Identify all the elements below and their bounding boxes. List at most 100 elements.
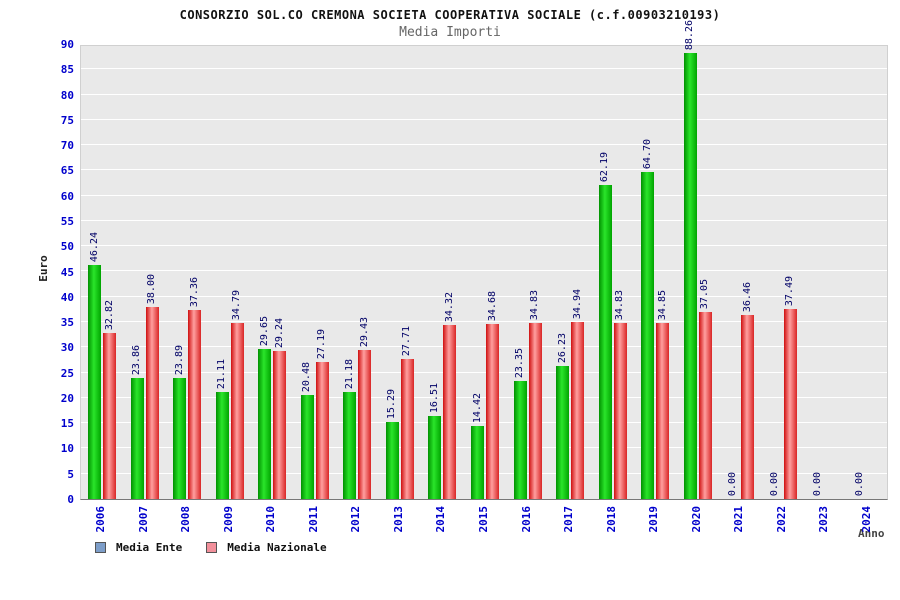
y-tick-label: 30 — [60, 341, 74, 355]
y-tick-label: 20 — [60, 391, 74, 405]
bar-media-nazionale-2011 — [315, 362, 329, 499]
bar-value-label: 0.00 — [726, 471, 738, 496]
bar-media-nazionale-2012 — [358, 350, 372, 499]
y-tick-label: 75 — [60, 113, 74, 127]
y-axis-ticks: 0 5 10 15 20 25 30 35 40 45 50 55 60 65 70 75 80 85 90 — [2, 38, 74, 506]
bar-value-label: 34.83 — [529, 289, 541, 320]
chart-subtitle: Media Importi — [399, 25, 501, 40]
x-tick-label-2013: 2013 — [391, 506, 405, 533]
gridline — [81, 119, 887, 120]
bar-media-ente-2011 — [300, 395, 314, 499]
bar-value-label: 0.00 — [811, 471, 823, 496]
bar-media-nazionale-2020 — [698, 312, 712, 499]
bar-value-label: 62.19 — [599, 151, 611, 182]
y-tick-label: 5 — [67, 467, 74, 481]
bar-value-label: 38.00 — [146, 273, 158, 304]
bar-value-label: 46.24 — [88, 231, 100, 262]
bar-media-nazionale-2008 — [188, 310, 202, 499]
bar-value-label: 23.89 — [173, 344, 185, 375]
y-tick-label: 65 — [60, 164, 74, 178]
x-tick-label-2007: 2007 — [136, 506, 150, 533]
bar-media-ente-2012 — [343, 392, 357, 499]
bar-media-nazionale-2010 — [273, 351, 287, 499]
bar-media-nazionale-2015 — [486, 324, 499, 499]
bar-value-label: 29.24 — [273, 317, 285, 348]
gridline — [81, 220, 887, 221]
y-tick-label: 90 — [60, 38, 74, 51]
bar-media-ente-2010 — [258, 349, 272, 499]
y-tick-label: 70 — [60, 139, 74, 153]
x-tick-label-2020: 2020 — [689, 506, 703, 533]
bar-value-label: 23.35 — [514, 347, 526, 378]
y-tick-label: 15 — [60, 417, 74, 431]
x-tick-label-2016: 2016 — [519, 506, 533, 533]
bar-media-nazionale-2009 — [230, 323, 244, 499]
bar-media-ente-2014 — [428, 416, 442, 499]
bar-value-label: 29.65 — [258, 315, 270, 346]
bar-value-label: 23.86 — [131, 344, 143, 375]
x-tick-label-2006: 2006 — [94, 506, 108, 533]
bar-media-nazionale-2014 — [443, 325, 457, 499]
y-tick-label: 80 — [60, 88, 74, 102]
y-tick-label: 85 — [60, 63, 74, 77]
bar-media-nazionale-2007 — [145, 307, 159, 499]
bar-media-ente-2015 — [471, 426, 484, 499]
bar-media-nazionale-2021 — [741, 315, 755, 499]
bar-value-label: 27.71 — [401, 325, 413, 356]
x-tick-label-2019: 2019 — [647, 506, 661, 533]
bar-value-label: 37.05 — [699, 278, 711, 309]
gridline — [81, 346, 887, 347]
bar-value-label: 34.79 — [231, 289, 243, 320]
gridline — [81, 195, 887, 196]
bar-media-nazionale-2017 — [571, 322, 585, 499]
bar-value-label: 36.46 — [741, 281, 753, 312]
bar-value-label: 64.70 — [641, 138, 653, 169]
bar-media-ente-2019 — [641, 172, 655, 499]
bar-value-label: 0.00 — [854, 471, 866, 496]
x-tick-label-2012: 2012 — [349, 506, 363, 533]
y-tick-label: 35 — [60, 316, 74, 330]
bar-value-label: 14.42 — [471, 392, 483, 423]
x-tick-label-2017: 2017 — [562, 506, 576, 533]
x-axis-label: Anno — [858, 527, 885, 540]
y-tick-label: 45 — [60, 265, 74, 279]
gridline — [81, 68, 887, 69]
x-tick-label-2018: 2018 — [604, 506, 618, 533]
legend: Media Ente Media Nazionale — [95, 541, 341, 554]
bar-value-label: 88.26 — [684, 19, 696, 50]
y-tick-label: 40 — [60, 290, 74, 304]
bar-value-label: 34.32 — [443, 291, 455, 322]
bar-value-label: 20.48 — [301, 361, 313, 392]
y-tick-label: 0 — [67, 493, 74, 506]
bar-media-nazionale-2022 — [783, 309, 797, 499]
bar-value-label: 27.19 — [316, 328, 328, 359]
bar-media-nazionale-2006 — [103, 333, 117, 499]
x-tick-label-2022: 2022 — [774, 506, 788, 533]
x-tick-label-2015: 2015 — [477, 506, 490, 533]
gridline — [81, 94, 887, 95]
x-tick-label-2009: 2009 — [221, 506, 235, 533]
bar-media-ente-2007 — [130, 378, 144, 499]
bar-value-label: 29.43 — [358, 316, 370, 347]
bar-media-nazionale-2013 — [400, 359, 414, 499]
bar-media-ente-2020 — [683, 53, 697, 499]
y-tick-label: 50 — [60, 240, 74, 254]
legend-swatch-media-ente-icon — [95, 542, 106, 553]
gridline — [81, 397, 887, 398]
x-tick-label-2023: 2023 — [817, 506, 831, 533]
gridline — [81, 43, 887, 44]
bar-media-ente-2017 — [556, 366, 570, 499]
bar-value-label: 32.82 — [103, 299, 115, 330]
bar-value-label: 0.00 — [769, 471, 781, 496]
bar-media-nazionale-2018 — [613, 323, 627, 499]
y-tick-label: 25 — [60, 366, 74, 380]
gridline — [81, 144, 887, 145]
x-tick-label-2011: 2011 — [306, 506, 320, 533]
bar-media-ente-2016 — [513, 381, 527, 499]
bar-value-label: 21.18 — [343, 358, 355, 389]
plot-area: 46.24 32.82 23.86 38.00 23.89 37.36 21.11 34.79… — [80, 20, 888, 500]
bar-value-label: 26.23 — [556, 332, 568, 363]
bar-value-label: 37.49 — [784, 275, 796, 306]
gridline — [81, 296, 887, 297]
bar-media-ente-2008 — [173, 378, 187, 499]
